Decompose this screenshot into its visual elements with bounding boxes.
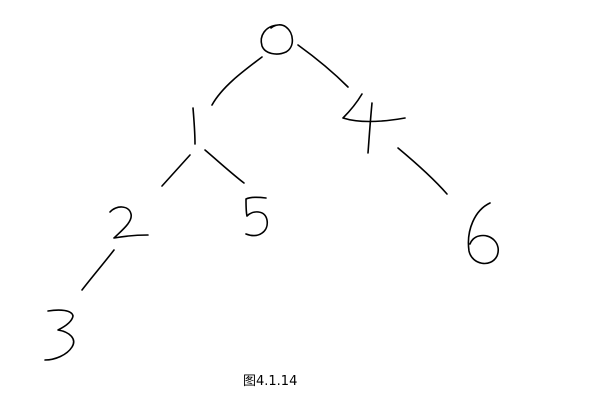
edge-1-5 bbox=[204, 149, 245, 184]
node-5-glyph bbox=[245, 196, 269, 237]
tree-node-2: 2 bbox=[109, 206, 149, 239]
tree-node-4: 4 bbox=[342, 93, 406, 154]
tree-node-6: 6 bbox=[467, 202, 499, 265]
edge-0-4 bbox=[297, 44, 349, 88]
edge-4-6 bbox=[397, 147, 448, 195]
node-4-glyph bbox=[342, 93, 406, 154]
edge-0-1 bbox=[211, 56, 263, 106]
node-6-glyph bbox=[467, 202, 499, 265]
edge-1-2 bbox=[161, 154, 191, 187]
node-2-glyph bbox=[109, 206, 149, 239]
tree-node-5: 5 bbox=[245, 196, 269, 237]
node-0-glyph bbox=[260, 24, 294, 55]
node-3-glyph bbox=[44, 309, 75, 361]
node-1-glyph bbox=[192, 107, 196, 145]
tree-node-1: 1 bbox=[192, 107, 196, 145]
figure-caption: 图4.1.14 bbox=[243, 374, 298, 389]
tree-node-3: 3 bbox=[44, 309, 75, 361]
tree-node-0: 0 bbox=[260, 24, 294, 55]
tree-edges bbox=[81, 44, 448, 291]
edge-2-3 bbox=[81, 249, 115, 291]
